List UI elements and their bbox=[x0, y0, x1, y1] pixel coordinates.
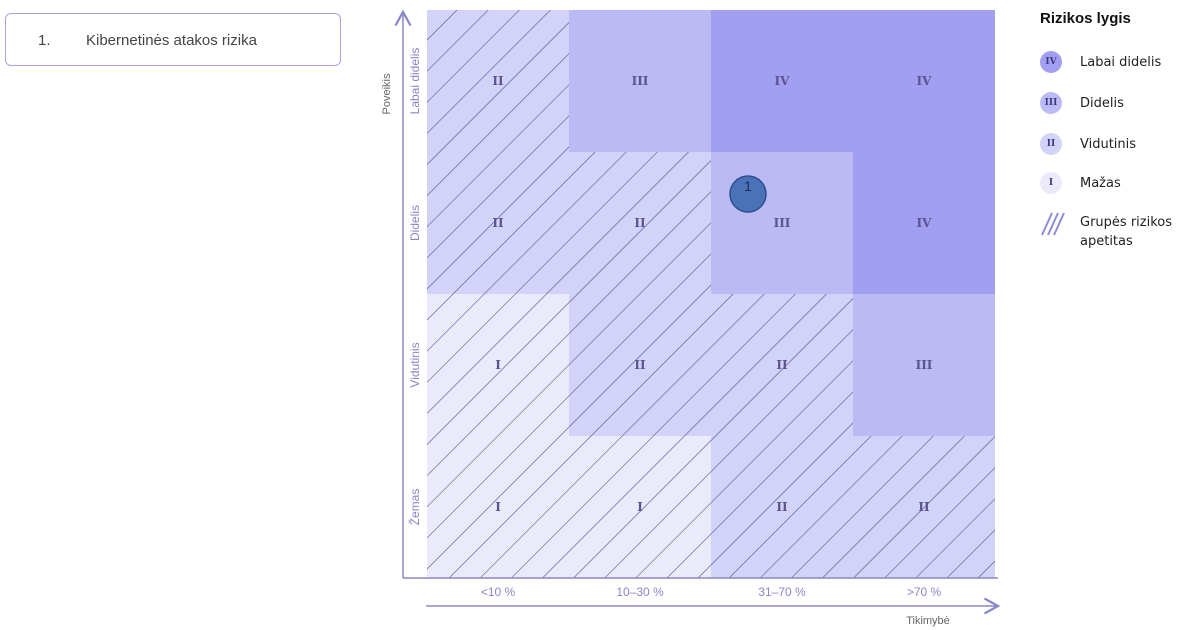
cell-level-label: II bbox=[776, 500, 788, 514]
appetite-hatch-r2-c0 bbox=[427, 294, 569, 436]
legend-badge-iii: III bbox=[1040, 92, 1062, 114]
appetite-hatch-r1-c0 bbox=[427, 152, 569, 294]
matrix-cell-r0-c2 bbox=[711, 10, 853, 152]
cell-level-label: II bbox=[492, 74, 504, 88]
matrix-cell-r1-c2 bbox=[711, 152, 853, 294]
legend-label-iii: Didelis bbox=[1080, 96, 1124, 111]
cell-level-label: II bbox=[918, 500, 930, 514]
cell-level-label: I bbox=[495, 358, 501, 372]
cell-level-label: II bbox=[634, 358, 646, 372]
legend-appetite-line2: apetitas bbox=[1080, 234, 1133, 249]
legend-badge-iv: IV bbox=[1040, 51, 1062, 73]
legend-item-i: I Mažas bbox=[1040, 172, 1183, 196]
matrix-cell-r1-c3 bbox=[853, 152, 995, 294]
cell-level-label: I bbox=[637, 500, 643, 514]
risk-list-box: 1. Kibernetinės atakos rizika bbox=[5, 13, 341, 66]
legend-label-iv: Labai didelis bbox=[1080, 55, 1162, 70]
x-axis-title: Tikimybė bbox=[906, 615, 950, 627]
cell-level-label: I bbox=[495, 500, 501, 514]
x-category-label: 10–30 % bbox=[616, 585, 664, 599]
legend-item-appetite: Grupės rizikos apetitas bbox=[1040, 211, 1183, 255]
appetite-hatch-r3-c2 bbox=[711, 436, 853, 578]
y-category-label: Didelis bbox=[408, 205, 422, 241]
appetite-hatch-r2-c2 bbox=[711, 294, 853, 436]
risk-marker bbox=[729, 175, 767, 213]
cell-level-label: II bbox=[492, 216, 504, 230]
legend-item-iv: IV Labai didelis bbox=[1040, 51, 1183, 75]
cell-level-label: IV bbox=[775, 74, 791, 88]
appetite-hatch-r3-c1 bbox=[569, 436, 711, 578]
legend-appetite-line1: Grupės rizikos bbox=[1080, 215, 1172, 230]
x-category-label: >70 % bbox=[907, 585, 942, 599]
legend-badge-i: I bbox=[1040, 172, 1062, 194]
appetite-hatch-r3-c3 bbox=[853, 436, 995, 578]
cell-level-label: II bbox=[634, 216, 646, 230]
matrix-cell-r0-c1 bbox=[569, 10, 711, 152]
legend-item-iii: III Didelis bbox=[1040, 92, 1183, 116]
appetite-hatch-r0-c0 bbox=[427, 10, 569, 152]
legend-label-appetite: Grupės rizikos apetitas bbox=[1080, 213, 1172, 251]
appetite-hatch-r1-c1 bbox=[569, 152, 711, 294]
appetite-hatch-r3-c0 bbox=[427, 436, 569, 578]
legend-item-ii: II Vidutinis bbox=[1040, 133, 1183, 157]
legend-title: Rizikos lygis bbox=[1040, 10, 1131, 27]
y-category-label: Labai didelis bbox=[408, 48, 422, 115]
legend-badge-ii: II bbox=[1040, 133, 1062, 155]
cell-level-label: III bbox=[632, 74, 649, 88]
cell-level-label: II bbox=[776, 358, 788, 372]
risk-number: 1. bbox=[38, 32, 51, 49]
matrix-cell-r2-c3 bbox=[853, 294, 995, 436]
matrix-cell-r0-c3 bbox=[853, 10, 995, 152]
legend-label-i: Mažas bbox=[1080, 176, 1121, 191]
risk-name: Kibernetinės atakos rizika bbox=[86, 32, 257, 49]
y-category-label: Vidutinis bbox=[408, 342, 422, 387]
x-category-label: <10 % bbox=[481, 585, 516, 599]
legend-label-ii: Vidutinis bbox=[1080, 137, 1137, 152]
y-axis-title: Poveikis bbox=[381, 73, 393, 114]
y-category-label: Žemas bbox=[407, 489, 422, 526]
cell-level-label: IV bbox=[917, 74, 933, 88]
risk-marker-label: 1 bbox=[744, 178, 752, 194]
cell-level-label: III bbox=[774, 216, 791, 230]
hatch-swatch-icon bbox=[1041, 212, 1065, 236]
cell-level-label: IV bbox=[917, 216, 933, 230]
x-category-label: 31–70 % bbox=[758, 585, 806, 599]
appetite-hatch-r2-c1 bbox=[569, 294, 711, 436]
cell-level-label: III bbox=[916, 358, 933, 372]
